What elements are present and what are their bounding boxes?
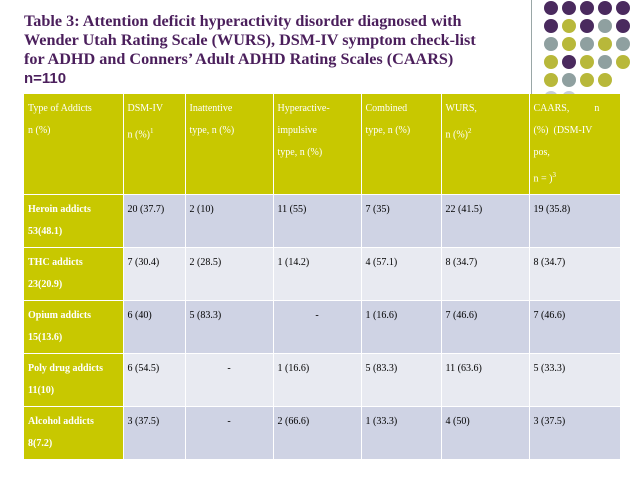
row-label: Opium addicts 15(13.6)	[24, 300, 124, 355]
title-line-1: Table 3: Attention deficit hyperactivity…	[24, 12, 462, 30]
decor-dot	[580, 1, 594, 15]
title-line-4: n=110	[24, 70, 67, 87]
header-caars: CAARS, n (%) (DSM-IV pos, n = )3	[529, 94, 621, 196]
table-header-row: Type of Addicts n (%) DSM-IV n (%)1 Inat…	[24, 94, 621, 196]
header-text: Type of Addicts	[28, 103, 92, 114]
row-label: THC addicts 23(20.9)	[24, 247, 124, 302]
header-text: n (%)1	[127, 127, 154, 141]
table-cell: 7 (46.6)	[529, 300, 621, 355]
table-cell: 20 (37.7)	[123, 194, 186, 249]
table-cell: 8 (34.7)	[441, 247, 530, 302]
table-cell: 2 (66.6)	[273, 406, 362, 461]
table-cell: 1 (14.2)	[273, 247, 362, 302]
decor-dot	[598, 1, 612, 15]
table-cell: 11 (55)	[273, 194, 362, 249]
header-combined: Combined type, n (%)	[361, 94, 442, 196]
table-cell: -	[185, 353, 274, 408]
table-cell: 6 (40)	[123, 300, 186, 355]
decor-dot	[580, 19, 594, 33]
decor-dot	[580, 55, 594, 69]
header-text: type, n (%)	[189, 125, 235, 136]
header-dsm-iv: DSM-IV n (%)1	[123, 94, 186, 196]
table-row: Poly drug addicts 11(10) 6 (54.5) - 1 (1…	[24, 353, 621, 408]
decor-dot	[616, 55, 630, 69]
decor-dot	[616, 37, 630, 51]
table-cell: 11 (63.6)	[441, 353, 530, 408]
decor-dot	[562, 37, 576, 51]
header-text: impulsive	[277, 125, 317, 136]
table-cell: 5 (33.3)	[529, 353, 621, 408]
table-cell: 4 (57.1)	[361, 247, 442, 302]
decor-dot	[544, 73, 558, 87]
header-text: n (%)	[28, 125, 51, 136]
header-text: n (%)2	[445, 127, 472, 141]
table-row: THC addicts 23(20.9) 7 (30.4) 2 (28.5) 1…	[24, 247, 621, 302]
header-text: type, n (%)	[365, 125, 411, 136]
table-cell: 5 (83.3)	[185, 300, 274, 355]
title-line-2: Wender Utah Rating Scale (WURS), DSM-IV …	[24, 31, 476, 49]
header-text: Combined	[365, 103, 408, 114]
table-row: Alcohol addicts 8(7.2) 3 (37.5) - 2 (66.…	[24, 406, 621, 461]
decor-dot	[544, 19, 558, 33]
header-text: (%) (DSM-IV	[533, 125, 593, 136]
table-cell: 5 (83.3)	[361, 353, 442, 408]
slide-title: Table 3: Attention deficit hyperactivity…	[24, 12, 524, 88]
decor-dot	[598, 19, 612, 33]
row-label: Poly drug addicts 11(10)	[24, 353, 124, 408]
header-wurs: WURS, n (%)2	[441, 94, 530, 196]
table-cell: 7 (46.6)	[441, 300, 530, 355]
table-cell: -	[185, 406, 274, 461]
decor-dot	[580, 73, 594, 87]
adhd-data-table: Type of Addicts n (%) DSM-IV n (%)1 Inat…	[24, 94, 621, 461]
decor-dot	[544, 37, 558, 51]
table-cell: 2 (28.5)	[185, 247, 274, 302]
table-cell: 22 (41.5)	[441, 194, 530, 249]
table-cell: 6 (54.5)	[123, 353, 186, 408]
decor-dot	[598, 37, 612, 51]
header-text: type, n (%)	[277, 147, 323, 158]
decor-dot	[562, 73, 576, 87]
table-cell: 4 (50)	[441, 406, 530, 461]
decor-dot	[580, 37, 594, 51]
decor-dot	[598, 55, 612, 69]
table-cell: 1 (16.6)	[361, 300, 442, 355]
decor-dot	[598, 73, 612, 87]
decor-dot	[544, 1, 558, 15]
table-cell: 2 (10)	[185, 194, 274, 249]
table-cell: 7 (30.4)	[123, 247, 186, 302]
decor-dot	[562, 19, 576, 33]
row-label: Alcohol addicts 8(7.2)	[24, 406, 124, 461]
header-text: Hyperactive-	[277, 103, 330, 114]
table-cell: 7 (35)	[361, 194, 442, 249]
table-cell: 3 (37.5)	[529, 406, 621, 461]
title-line-3: for ADHD and Conners’ Adult ADHD Rating …	[24, 50, 454, 68]
table-cell: 1 (16.6)	[273, 353, 362, 408]
table-row: Opium addicts 15(13.6) 6 (40) 5 (83.3) -…	[24, 300, 621, 355]
table-cell: 1 (33.3)	[361, 406, 442, 461]
table-cell: 8 (34.7)	[529, 247, 621, 302]
table-cell: 19 (35.8)	[529, 194, 621, 249]
decor-dot	[616, 19, 630, 33]
table-row: Heroin addicts 53(48.1) 20 (37.7) 2 (10)…	[24, 194, 621, 249]
header-text: CAARS, n	[533, 103, 600, 114]
header-hyperactive-impulsive: Hyperactive- impulsive type, n (%)	[273, 94, 362, 196]
decor-dot	[562, 55, 576, 69]
table-cell: -	[273, 300, 362, 355]
decor-dot	[544, 55, 558, 69]
decor-dot	[562, 1, 576, 15]
header-inattentive: Inattentive type, n (%)	[185, 94, 274, 196]
row-label: Heroin addicts 53(48.1)	[24, 194, 124, 249]
table-cell: 3 (37.5)	[123, 406, 186, 461]
decorative-divider	[531, 0, 532, 128]
header-text: pos,	[533, 147, 550, 158]
header-text: DSM-IV	[127, 103, 164, 114]
header-text: n = )3	[533, 171, 556, 185]
decor-dot	[616, 1, 630, 15]
header-type-of-addicts: Type of Addicts n (%)	[24, 94, 124, 196]
header-text: WURS,	[445, 103, 477, 114]
header-text: Inattentive	[189, 103, 233, 114]
